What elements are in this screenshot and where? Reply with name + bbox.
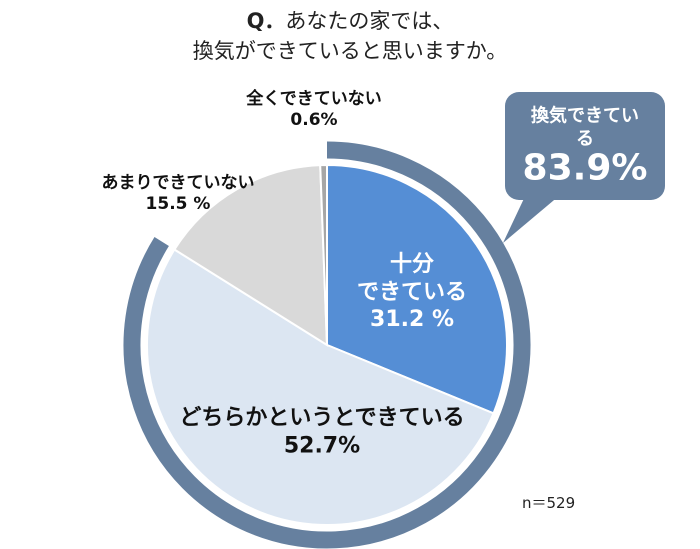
question-label: Q． bbox=[246, 9, 286, 33]
annotation-ring bbox=[123, 141, 531, 549]
category-label: 十分 できている bbox=[356, 251, 468, 305]
value-label: 0.6% bbox=[290, 110, 338, 130]
slice-label: 全くできていない 0.6% bbox=[246, 89, 382, 132]
slice-label: どちらかというとできている 52.7% bbox=[179, 405, 464, 460]
pie-slice bbox=[326, 163, 508, 415]
sample-note: n＝529 bbox=[522, 494, 576, 512]
value-label: 31.2 % bbox=[370, 306, 454, 332]
value-label: 15.5 % bbox=[145, 194, 211, 214]
callout-tail bbox=[503, 190, 566, 243]
pie-slice bbox=[319, 163, 328, 346]
chart-title: あなたの家では、 換気ができていると思いますか。 bbox=[192, 9, 508, 64]
pie-slice bbox=[146, 248, 495, 526]
category-label: あまりできていない bbox=[101, 172, 255, 193]
pie-slice bbox=[173, 164, 329, 347]
callout-text: 換気できている bbox=[531, 105, 639, 150]
title-block: Q．あなたの家では、 換気ができていると思いますか。 bbox=[0, 6, 700, 67]
category-label: どちらかというとできている bbox=[179, 405, 465, 431]
value-label: 52.7% bbox=[283, 433, 361, 458]
category-label: 全くできていない bbox=[246, 88, 382, 109]
callout-value: 83.9% bbox=[522, 147, 648, 189]
callout-box bbox=[505, 92, 665, 200]
slice-label: 十分 できている 31.2 % bbox=[357, 251, 467, 334]
slice-label: あまりできていない 15.5 % bbox=[102, 173, 255, 216]
